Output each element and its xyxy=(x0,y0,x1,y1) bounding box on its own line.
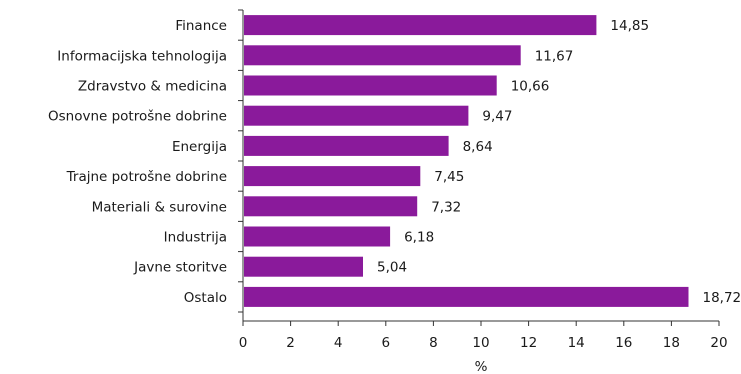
data-label: 14,85 xyxy=(610,18,649,34)
data-label: 18,72 xyxy=(703,290,741,306)
data-label: 9,47 xyxy=(482,109,512,125)
axes-group: 0 2 4 6 8 10 12 14 16 18 20 xyxy=(238,9,728,351)
bar xyxy=(244,286,689,307)
category-label: Finance xyxy=(175,18,227,34)
x-tick-label: 2 xyxy=(286,335,295,351)
category-label: Informacijska tehnologija xyxy=(57,48,227,64)
x-tick-label: 14 xyxy=(568,335,585,351)
bar xyxy=(244,45,521,66)
x-tick-label: 6 xyxy=(382,335,391,351)
x-tick-label: 0 xyxy=(239,335,248,351)
category-label: Osnovne potrošne dobrine xyxy=(48,109,227,125)
data-label: 7,45 xyxy=(434,169,464,185)
category-label: Zdravstvo & medicina xyxy=(78,79,227,95)
bar xyxy=(244,256,363,277)
bar xyxy=(244,15,597,36)
bar xyxy=(244,135,449,156)
x-tick-label: 18 xyxy=(663,335,680,351)
x-tick-label: 4 xyxy=(334,335,343,351)
bar xyxy=(244,196,418,217)
category-label: Energija xyxy=(172,139,227,155)
x-tick-label: 12 xyxy=(520,335,537,351)
x-tick-label: 16 xyxy=(615,335,632,351)
x-axis-title: % xyxy=(475,359,488,374)
data-label: 6,18 xyxy=(404,230,434,246)
data-label: 11,67 xyxy=(535,48,574,64)
data-label: 5,04 xyxy=(377,260,407,276)
data-label: 8,64 xyxy=(463,139,493,155)
x-tick-label: 10 xyxy=(472,335,489,351)
category-label: Industrija xyxy=(164,230,227,246)
bar xyxy=(244,105,469,126)
bar xyxy=(244,226,391,247)
bar xyxy=(244,166,421,187)
category-label: Ostalo xyxy=(184,290,227,306)
data-label: 10,66 xyxy=(511,79,550,95)
bars-group: Finance 14,85 Informacijska tehnologija 11,… xyxy=(48,15,741,307)
bar xyxy=(244,75,497,96)
x-tick-label: 8 xyxy=(429,335,438,351)
data-label: 7,32 xyxy=(431,199,461,215)
category-label: Trajne potrošne dobrine xyxy=(66,169,227,185)
x-tick-label: 20 xyxy=(710,335,727,351)
category-label: Javne storitve xyxy=(133,260,227,276)
category-label: Materiali & surovine xyxy=(92,199,227,215)
